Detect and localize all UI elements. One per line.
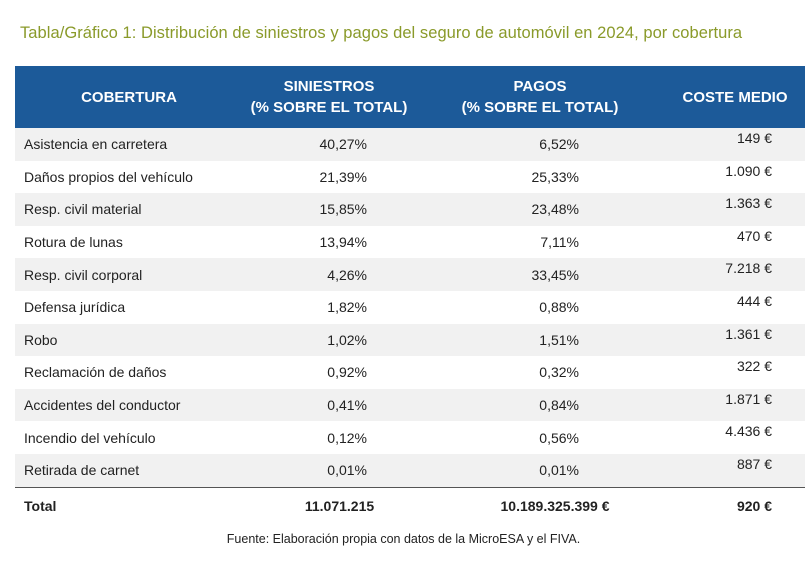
cell-siniestros: 21,39% <box>319 168 367 185</box>
table-row: Reclamación de daños 0,92% 0,32% 322 € <box>15 356 805 389</box>
cell-coste: 887 € <box>736 455 772 472</box>
cell-siniestros: 40,27% <box>319 136 367 153</box>
cell-pagos: 0,01% <box>539 462 579 479</box>
cell-coste: 4.436 € <box>725 423 772 440</box>
coverage-table: COBERTURA SINIESTROS (% SOBRE EL TOTAL) … <box>15 66 805 525</box>
total-row: Total 11.071.215 10.189.325.399 € 920 € <box>15 488 805 525</box>
cell-siniestros: 1,02% <box>327 331 367 348</box>
table-row: Robo 1,02% 1,51% 1.361 € <box>15 323 805 357</box>
cell-coste: 149 € <box>736 130 772 146</box>
table-row: Rotura de lunas 13,94% 7,11% 470 € <box>15 225 805 259</box>
cell-coste: 7.218 € <box>725 260 772 277</box>
cell-pagos: 6,52% <box>539 136 579 153</box>
table-row: Resp. civil material 15,85% 23,48% 1.363… <box>15 193 805 226</box>
cell-cobertura: Retirada de carnet <box>24 462 140 479</box>
cell-pagos: 0,88% <box>539 299 579 316</box>
total-siniestros: 11.071.215 <box>304 498 375 515</box>
table-row: Asistencia en carretera 40,27% 6,52% 149… <box>15 128 805 161</box>
column-header-siniestros: SINIESTROS (% SOBRE EL TOTAL) <box>243 66 415 128</box>
cell-cobertura: Defensa jurídica <box>24 299 126 316</box>
table-row: Incendio del vehículo 0,12% 0,56% 4.436 … <box>15 421 805 454</box>
column-header-siniestros-line2: (% SOBRE EL TOTAL) <box>250 99 408 116</box>
cell-coste: 1.871 € <box>725 390 772 407</box>
cell-cobertura: Reclamación de daños <box>24 364 167 381</box>
cell-cobertura: Incendio del vehículo <box>24 429 156 446</box>
cell-coste: 322 € <box>736 358 772 375</box>
cell-coste: 1.361 € <box>725 325 772 342</box>
column-header-coste-label: COSTE MEDIO <box>682 88 788 106</box>
cell-siniestros: 13,94% <box>319 234 367 251</box>
column-header-siniestros-line1: SINIESTROS <box>283 78 375 95</box>
table-body: Asistencia en carretera 40,27% 6,52% 149… <box>15 128 805 487</box>
column-header-pagos-line1: PAGOS <box>513 78 567 95</box>
table-row: Accidentes del conductor 0,41% 0,84% 1.8… <box>15 388 805 422</box>
column-header-pagos: PAGOS (% SOBRE EL TOTAL) <box>415 66 665 128</box>
cell-cobertura: Accidentes del conductor <box>24 397 181 414</box>
cell-pagos: 7,11% <box>540 234 579 251</box>
column-header-coste: COSTE MEDIO <box>665 66 805 128</box>
cell-pagos: 0,32% <box>539 364 579 381</box>
cell-pagos: 23,48% <box>531 201 579 218</box>
total-coste: 920 € <box>736 498 772 515</box>
table-header: COBERTURA SINIESTROS (% SOBRE EL TOTAL) … <box>15 66 805 128</box>
cell-pagos: 33,45% <box>531 266 579 283</box>
table-title: Tabla/Gráfico 1: Distribución de siniest… <box>20 24 743 42</box>
table-row: Defensa jurídica 1,82% 0,88% 444 € <box>15 290 805 324</box>
cell-cobertura: Resp. civil corporal <box>24 266 143 283</box>
column-header-pagos-line2: (% SOBRE EL TOTAL) <box>461 99 619 116</box>
cell-siniestros: 1,82% <box>327 299 367 316</box>
cell-pagos: 1,51% <box>539 331 579 348</box>
cell-coste: 444 € <box>736 292 772 309</box>
cell-cobertura: Resp. civil material <box>24 201 142 218</box>
cell-siniestros: 0,41% <box>327 397 367 414</box>
cell-pagos: 25,33% <box>531 168 579 185</box>
column-header-cobertura: COBERTURA <box>15 66 243 128</box>
cell-coste: 470 € <box>736 227 772 244</box>
table-row: Retirada de carnet 0,01% 0,01% 887 € <box>15 453 805 487</box>
total-label: Total <box>24 498 57 515</box>
total-pagos: 10.189.325.399 € <box>500 498 610 515</box>
cell-pagos: 0,56% <box>539 429 579 446</box>
table-row: Daños propios del vehículo 21,39% 25,33%… <box>15 160 805 194</box>
cell-siniestros: 4,26% <box>327 266 367 283</box>
cell-coste: 1.090 € <box>725 162 772 179</box>
cell-siniestros: 0,12% <box>327 429 367 446</box>
total-divider <box>15 486 805 489</box>
table-row: Resp. civil corporal 4,26% 33,45% 7.218 … <box>15 258 805 291</box>
cell-coste: 1.363 € <box>725 195 772 212</box>
cell-cobertura: Asistencia en carretera <box>24 136 168 153</box>
column-header-cobertura-label: COBERTURA <box>81 88 177 106</box>
cell-cobertura: Daños propios del vehículo <box>24 168 193 185</box>
cell-cobertura: Robo <box>24 331 58 348</box>
cell-cobertura: Rotura de lunas <box>24 234 123 251</box>
cell-siniestros: 0,92% <box>327 364 367 381</box>
cell-siniestros: 15,85% <box>319 201 367 218</box>
cell-siniestros: 0,01% <box>327 462 367 479</box>
source-note: Fuente: Elaboración propia con datos de … <box>226 532 581 546</box>
cell-pagos: 0,84% <box>539 397 579 414</box>
